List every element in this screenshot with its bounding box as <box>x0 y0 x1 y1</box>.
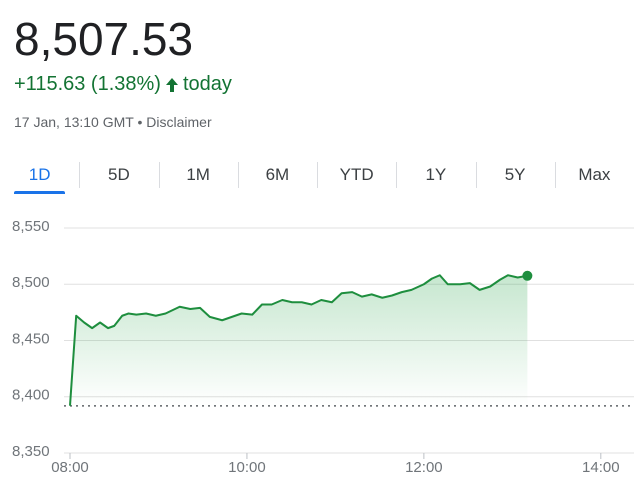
x-tick-label: 14:00 <box>582 459 620 476</box>
up-arrow <box>165 77 178 92</box>
range-tab[interactable]: 1D <box>0 156 79 196</box>
range-tabs: 1D 5D 1M 6M YTD 1Y 5Y Max <box>0 156 634 196</box>
y-tick-label: 8,500 <box>12 274 50 291</box>
y-tick-label: 8,450 <box>12 330 50 347</box>
last-point <box>522 270 533 281</box>
timestamp: 17 Jan, 13:10 GMT <box>14 114 134 130</box>
range-tab[interactable]: Max <box>554 156 634 196</box>
range-tab[interactable]: 6M <box>237 156 317 196</box>
range-tab[interactable]: 1M <box>158 156 238 196</box>
y-tick-label: 8,400 <box>12 387 50 404</box>
change-row: +115.63 (1.38%) today <box>14 73 232 96</box>
y-tick-label: 8,350 <box>12 443 50 460</box>
separator: • <box>137 114 143 130</box>
range-tab[interactable]: 1Y <box>396 156 475 196</box>
x-tick-label: 08:00 <box>51 459 89 476</box>
disclaimer[interactable]: Disclaimer <box>146 114 212 130</box>
price-line <box>69 274 528 406</box>
timestamp-row: 17 Jan, 13:10 GMT • Disclaimer <box>14 114 212 130</box>
x-tick-label: 12:00 <box>405 459 443 476</box>
period: today <box>182 73 232 95</box>
x-tick-label: 10:00 <box>228 459 266 476</box>
range-tab[interactable]: 5Y <box>475 156 555 196</box>
area <box>70 275 528 406</box>
y-tick-label: 8,550 <box>12 218 50 235</box>
range-tab[interactable]: 5D <box>79 156 158 196</box>
price: 8,507.53 <box>14 13 194 65</box>
change: +115.63 (1.38%) <box>14 73 161 95</box>
range-tab[interactable]: YTD <box>317 156 396 196</box>
chart: 8,350 8,400 8,450 8,500 8,550 08:00 10:00 12:00… <box>12 218 634 476</box>
